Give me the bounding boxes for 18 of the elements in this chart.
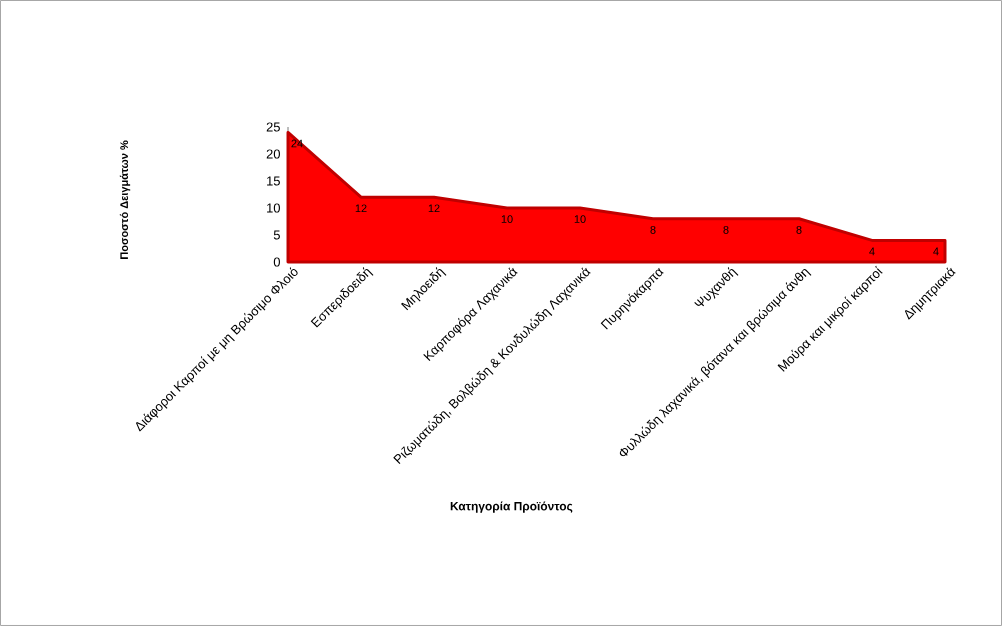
data-label: 4 (933, 247, 939, 256)
y-tick-label: 15 (267, 176, 280, 186)
y-tick-label: 20 (266, 149, 280, 159)
data-label: 8 (723, 226, 729, 234)
data-label: 8 (650, 226, 656, 234)
x-axis-title: Κατηγορία Προϊόντος (450, 501, 573, 513)
data-label: 10 (501, 215, 513, 223)
y-tick-label: 25 (266, 122, 280, 132)
data-label: 8 (796, 226, 802, 234)
y-axis-title: Ποσοστό Δειγμάτων % (119, 140, 131, 259)
y-tick-label: 10 (267, 203, 280, 213)
data-label: 12 (428, 204, 440, 213)
y-tick-label: 0 (273, 257, 280, 267)
data-label: 24 (291, 139, 303, 148)
y-tick-label: 5 (273, 230, 280, 240)
data-label: 10 (574, 215, 586, 223)
data-label: 4 (869, 247, 875, 256)
data-label: 12 (355, 204, 367, 213)
